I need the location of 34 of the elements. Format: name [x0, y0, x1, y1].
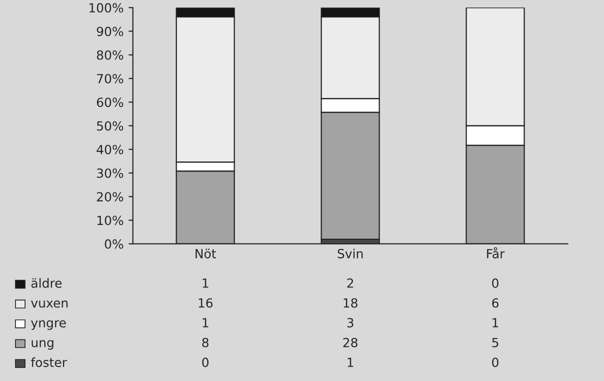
text: 3	[347, 318, 354, 328]
y-tick-label: 50%	[97, 121, 124, 131]
y-tick-label: 40%	[96, 144, 124, 154]
legend-label: vuxen	[31, 300, 68, 308]
legend-label: yngre	[31, 320, 66, 330]
text: 0	[492, 358, 498, 368]
text: 18	[344, 298, 358, 308]
text: 6	[492, 298, 498, 308]
legend-label: foster	[30, 357, 67, 368]
y-tick-label: 60%	[96, 98, 124, 108]
text: 0	[202, 358, 209, 368]
y-tick-label: 0%	[104, 239, 124, 249]
y-tick-label: 90%	[96, 26, 124, 36]
text: 28	[343, 338, 358, 348]
y-tick-label: 100%	[89, 3, 124, 13]
text: 5	[492, 338, 498, 348]
x-tick-label: Får	[487, 247, 505, 258]
y-tick-label: 80%	[96, 50, 124, 60]
x-tick-label: Nöt	[196, 248, 216, 258]
y-tick-label: 10%	[97, 216, 124, 226]
text: 8	[202, 338, 208, 348]
text: 16	[198, 298, 213, 308]
text: 1	[202, 278, 208, 288]
y-tick-label: 20%	[96, 192, 124, 202]
legend-label: ung	[32, 340, 54, 350]
text: 0	[492, 278, 498, 288]
text: 2	[347, 278, 354, 288]
text: 1	[202, 318, 208, 328]
y-tick-label: 30%	[97, 168, 124, 178]
text: 1	[348, 358, 354, 367]
x-tick-label: Svin	[338, 248, 363, 258]
legend-label: äldre	[31, 278, 62, 288]
text: 1	[492, 318, 498, 328]
y-tick-label: 70%	[97, 74, 124, 84]
